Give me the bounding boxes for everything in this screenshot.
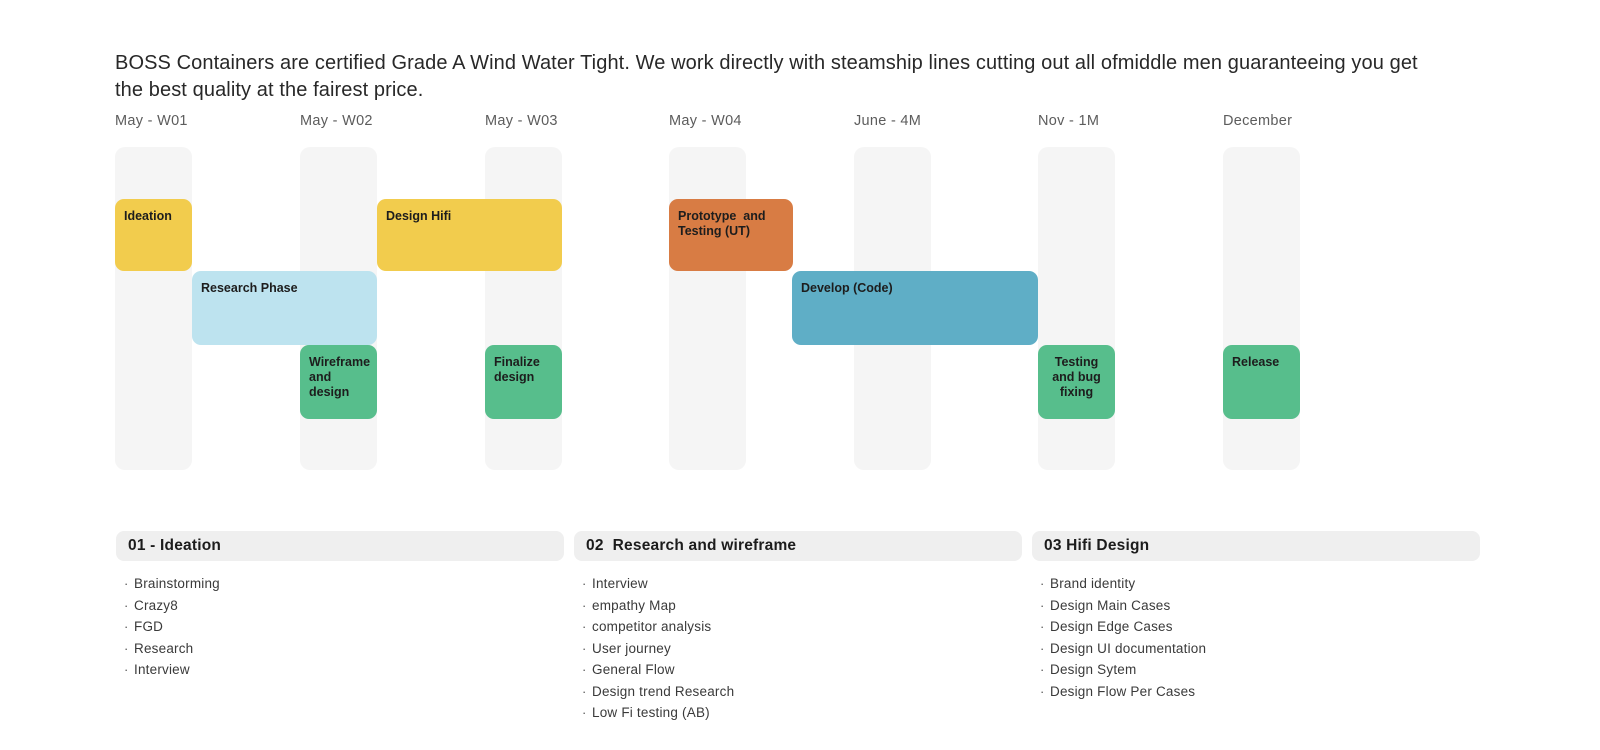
section-item-list: · Brainstorming · Crazy8 · FGD · Research · Inter… — [116, 573, 564, 681]
list-item: · Brand identity — [1040, 573, 1480, 595]
phase-sections: 01 - Ideation · Brainstorming · Crazy8 · FGD · R… — [116, 531, 1480, 724]
column-header: May - W01 — [115, 113, 188, 129]
list-item: · Interview — [582, 573, 1022, 595]
task-bar: Research Phase — [192, 271, 377, 345]
list-item-label: Brainstorming — [134, 576, 220, 591]
column-header: May - W03 — [485, 113, 558, 129]
column-header: December — [1223, 113, 1293, 129]
list-item-label: Interview — [134, 662, 190, 677]
bullet-icon: · — [124, 640, 129, 656]
list-item-label: Design Main Cases — [1050, 597, 1171, 613]
list-item: · FGD — [124, 616, 564, 638]
list-item-label: Interview — [592, 576, 648, 591]
bullet-icon: · — [1040, 619, 1045, 634]
bullet-icon: · — [1040, 683, 1045, 699]
bullet-icon: · — [582, 705, 587, 720]
phase-section: 03 Hifi Design · Brand identity · Design Mai… — [1032, 531, 1480, 724]
task-bar: Design Hifi — [377, 199, 562, 271]
column-header: June - 4M — [854, 113, 922, 129]
bullet-icon: · — [582, 683, 587, 699]
list-item-label: Brand identity — [1050, 576, 1136, 591]
bullet-icon: · — [124, 619, 129, 634]
column-track — [1223, 147, 1300, 470]
list-item: · empathy Map — [582, 595, 1022, 617]
list-item: · competitor analysis — [582, 616, 1022, 638]
task-bar: Develop (Code) — [792, 271, 1038, 345]
bullet-icon: · — [582, 597, 587, 613]
list-item-label: competitor analysis — [592, 619, 712, 634]
list-item-label: Design UI documentation — [1050, 640, 1207, 656]
list-item: · Design UI documentation — [1040, 638, 1480, 660]
list-item: · Crazy8 — [124, 595, 564, 617]
list-item: · User journey — [582, 638, 1022, 660]
column-header: May - W04 — [669, 113, 742, 129]
section-title: 02 Research and wireframe — [574, 531, 1022, 561]
bullet-icon: · — [124, 597, 129, 613]
bullet-icon: · — [582, 662, 587, 677]
bullet-icon: · — [582, 576, 587, 591]
list-item-label: User journey — [592, 640, 671, 656]
list-item: · Design Flow Per Cases — [1040, 681, 1480, 703]
section-title: 03 Hifi Design — [1032, 531, 1480, 561]
task-bar: Ideation — [115, 199, 192, 271]
list-item-label: Design trend Research — [592, 683, 735, 699]
bullet-icon: · — [1040, 640, 1045, 656]
section-title: 01 - Ideation — [116, 531, 564, 561]
list-item-label: Design Flow Per Cases — [1050, 683, 1196, 699]
column-track — [1038, 147, 1115, 470]
list-item-label: Low Fi testing (AB) — [592, 705, 710, 720]
bullet-icon: · — [124, 576, 129, 591]
bullet-icon: · — [1040, 576, 1045, 591]
bullet-icon: · — [124, 662, 129, 677]
column-track — [485, 147, 562, 470]
section-item-list: · Interview · empathy Map · competitor analys… — [574, 573, 1022, 724]
list-item-label: Research — [134, 640, 194, 656]
list-item-label: Design Sytem — [1050, 662, 1137, 677]
list-item-label: General Flow — [592, 662, 675, 677]
bullet-icon: · — [1040, 662, 1045, 677]
bullet-icon: · — [582, 640, 587, 656]
list-item: · Design trend Research — [582, 681, 1022, 703]
bullet-icon: · — [582, 619, 587, 634]
list-item: · General Flow — [582, 659, 1022, 681]
column-header: Nov - 1M — [1038, 113, 1100, 129]
intro-paragraph: BOSS Containers are certified Grade A Wi… — [115, 52, 1418, 101]
column-track — [669, 147, 746, 470]
column-header: May - W02 — [300, 113, 373, 129]
bullet-icon: · — [1040, 597, 1045, 613]
list-item: · Design Sytem — [1040, 659, 1480, 681]
list-item: · Interview — [124, 659, 564, 681]
list-item: · Research — [124, 638, 564, 660]
list-item-label: empathy Map — [592, 597, 676, 613]
task-bar: Testing and bug fixing — [1038, 345, 1115, 419]
phase-section: 02 Research and wireframe · Interview · empa… — [574, 531, 1022, 724]
task-bar: Finalize design — [485, 345, 562, 419]
phase-section: 01 - Ideation · Brainstorming · Crazy8 · FGD · R… — [116, 531, 564, 724]
list-item-label: Crazy8 — [134, 597, 178, 613]
section-item-list: · Brand identity · Design Main Cases · Design… — [1032, 573, 1480, 702]
task-bar: Wireframe and design — [300, 345, 377, 419]
list-item: · Low Fi testing (AB) — [582, 702, 1022, 724]
task-bar: Release — [1223, 345, 1300, 419]
list-item: · Brainstorming — [124, 573, 564, 595]
column-track — [115, 147, 192, 470]
task-bar: Prototype and Testing (UT) — [669, 199, 793, 271]
list-item: · Design Edge Cases — [1040, 616, 1480, 638]
list-item: · Design Main Cases — [1040, 595, 1480, 617]
list-item-label: Design Edge Cases — [1050, 619, 1173, 634]
list-item-label: FGD — [134, 619, 164, 634]
